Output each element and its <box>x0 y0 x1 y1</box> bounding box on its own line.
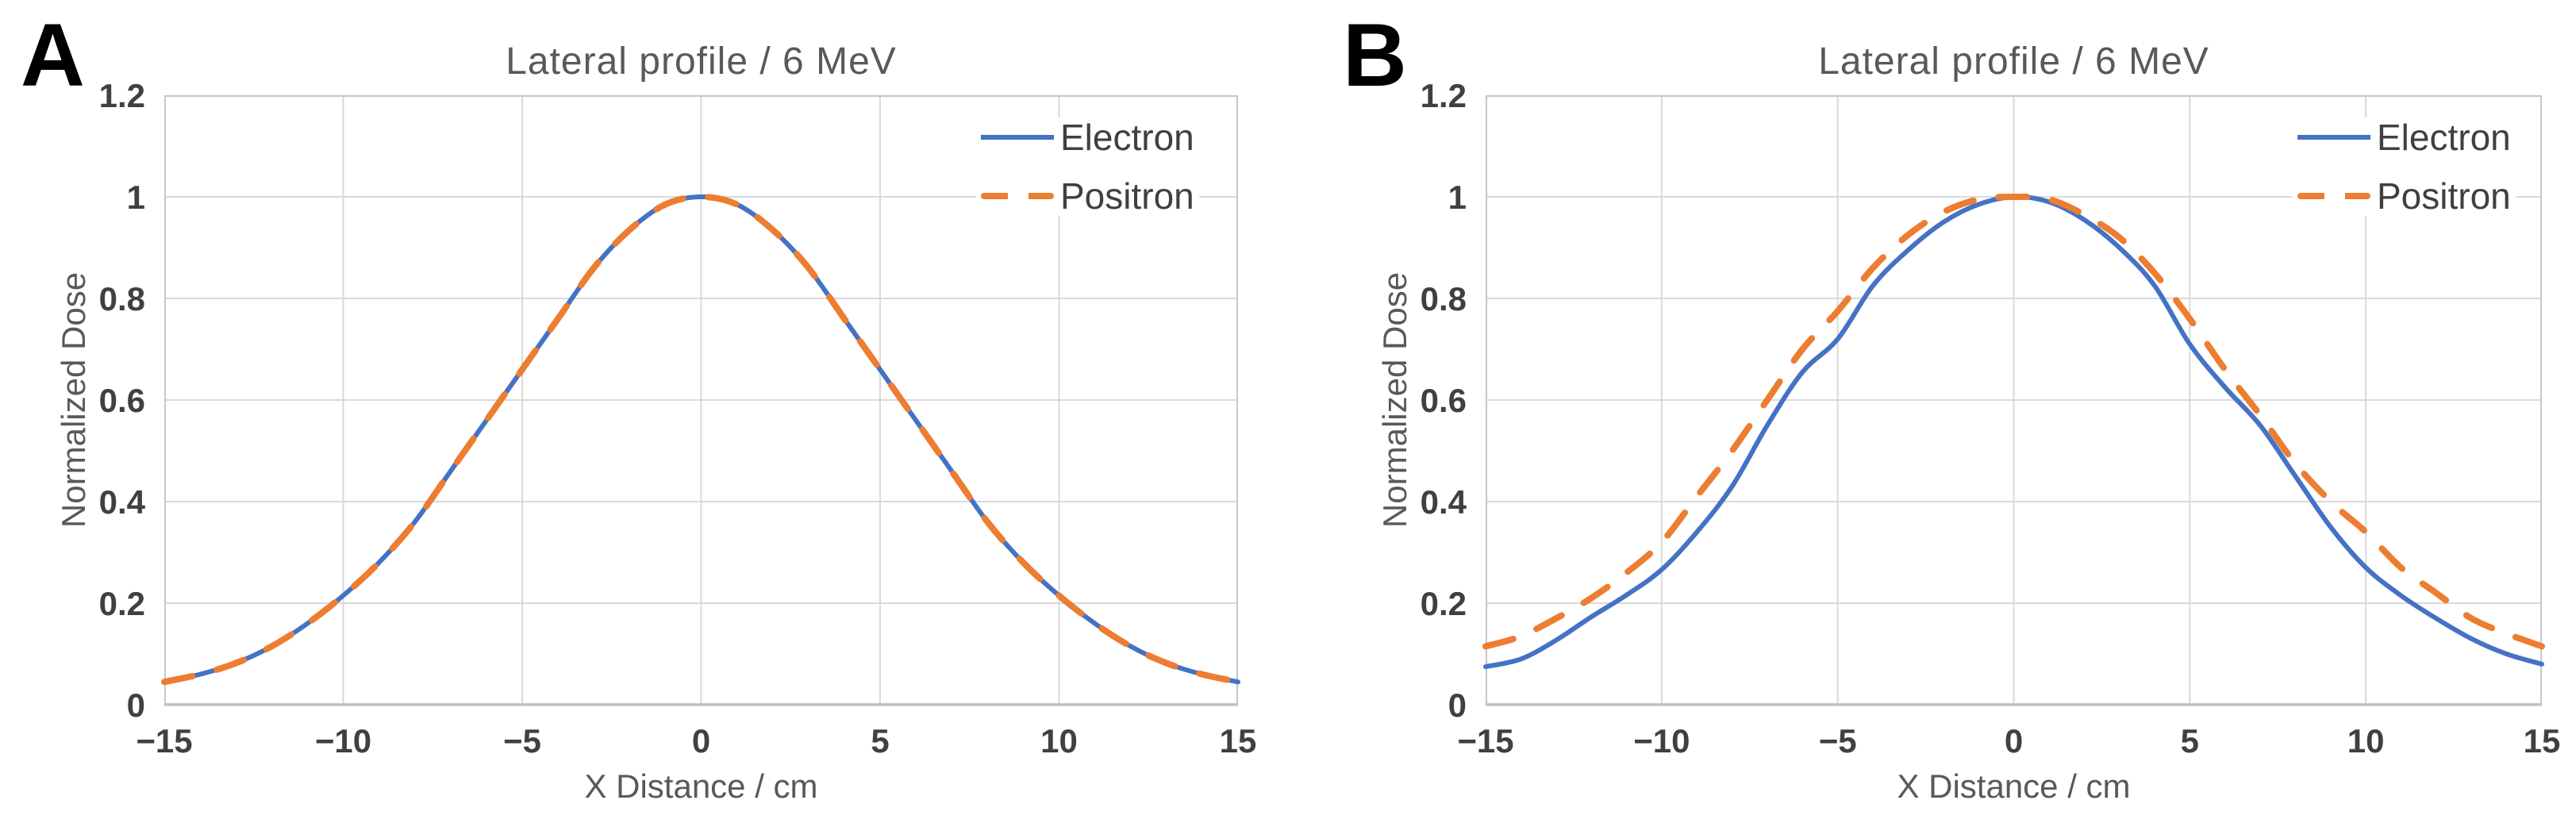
y-tick-label: 0 <box>1448 687 1467 724</box>
y-tick-label: 0.8 <box>99 280 145 317</box>
legend-a: Electron Positron <box>976 117 1199 216</box>
legend-label-positron: Positron <box>1060 175 1194 217</box>
x-tick-label: 5 <box>2181 722 2199 760</box>
legend-label-positron: Positron <box>2377 175 2511 217</box>
x-tick-label: −15 <box>1457 722 1513 760</box>
y-tick-label: 1.2 <box>1421 77 1467 114</box>
plot-area-a: −15 −10 −5 0 5 10 15 0 0.2 0.4 0.6 0.8 1 1.2 <box>99 77 1257 760</box>
x-tick-label: −5 <box>1819 722 1857 760</box>
positron-line-sample-icon <box>981 193 1054 199</box>
legend-item-positron: Positron <box>981 178 1194 214</box>
chart-title-a: Lateral profile / 6 MeV <box>506 40 897 83</box>
plot-area-b: −15 −10 −5 0 5 10 15 0 0.2 0.4 0.6 0.8 1 1.2 <box>1421 77 2561 760</box>
x-tick-label: 10 <box>2347 722 2385 760</box>
legend-item-electron: Electron <box>981 119 1194 156</box>
y-tick-label: 0.4 <box>99 483 146 521</box>
x-axis-title-a: X Distance / cm <box>584 767 818 805</box>
electron-line-sample-icon <box>981 135 1054 140</box>
y-tick-label: 1 <box>1448 179 1467 216</box>
y-tick-label: 1.2 <box>99 77 145 114</box>
electron-line-sample-icon <box>2297 135 2370 140</box>
y-tick-label: 0.2 <box>99 585 145 622</box>
panel-label-b: B <box>1343 6 1407 105</box>
y-axis-title-b: Normalized Dose <box>1376 271 1413 529</box>
panel-label-a: A <box>21 6 85 105</box>
x-axis-title-b: X Distance / cm <box>1897 767 2131 805</box>
x-tick-label: −5 <box>503 722 541 760</box>
y-tick-label: 0 <box>127 687 145 724</box>
legend-label-electron: Electron <box>2377 117 2511 158</box>
positron-curve <box>1482 193 2545 650</box>
x-tick-label: 15 <box>1220 722 1257 760</box>
positron-line-sample-icon <box>2297 193 2370 199</box>
x-tick-label: −15 <box>136 722 192 760</box>
x-tick-label: 0 <box>692 722 710 760</box>
legend-b: Electron Positron <box>2293 117 2516 216</box>
y-axis-title-a: Normalized Dose <box>55 271 92 529</box>
legend-label-electron: Electron <box>1060 117 1194 158</box>
electron-curve <box>162 194 1240 685</box>
x-tick-label: −10 <box>1633 722 1690 760</box>
x-tick-label: 10 <box>1040 722 1078 760</box>
y-tick-label: 0.2 <box>1421 585 1467 622</box>
y-tick-label: 0.6 <box>99 382 145 419</box>
x-tick-label: 15 <box>2524 722 2561 760</box>
y-tick-label: 0.8 <box>1421 280 1467 317</box>
legend-item-positron: Positron <box>2297 178 2511 214</box>
y-tick-label: 0.6 <box>1421 382 1467 419</box>
y-tick-label: 0.4 <box>1421 483 1467 521</box>
x-tick-label: 5 <box>871 722 889 760</box>
y-tick-label: 1 <box>127 179 145 216</box>
legend-item-electron: Electron <box>2297 119 2511 156</box>
x-tick-label: −10 <box>315 722 371 760</box>
x-tick-label: 0 <box>2005 722 2023 760</box>
chart-title-b: Lateral profile / 6 MeV <box>1818 40 2209 83</box>
